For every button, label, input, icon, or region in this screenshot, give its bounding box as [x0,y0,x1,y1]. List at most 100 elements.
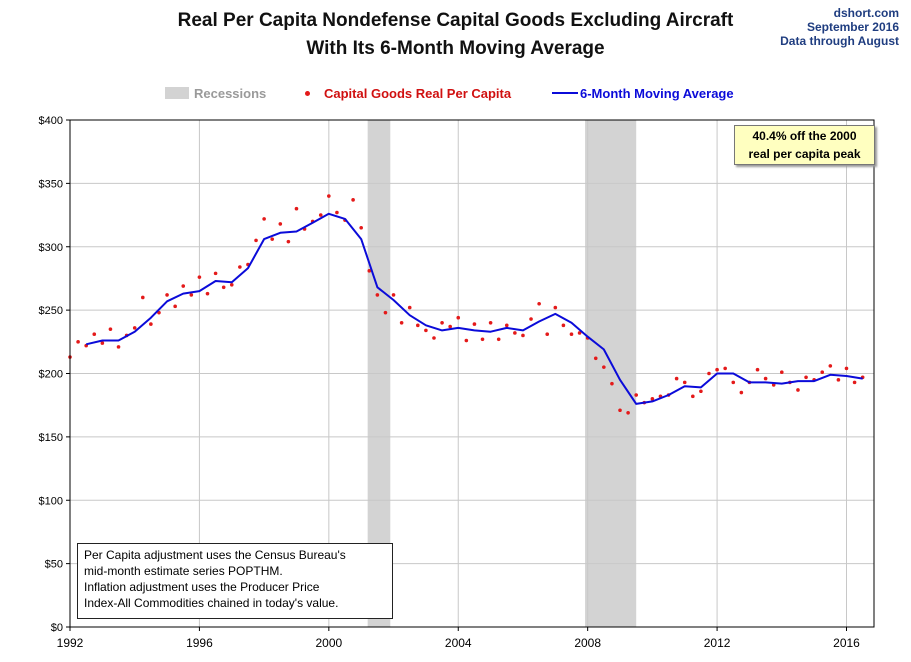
capital-goods-point [359,225,363,230]
capital-goods-point [480,337,485,342]
capital-goods-point [432,336,436,340]
y-tick-label: $100 [39,495,63,507]
moving-average-line [85,212,863,405]
capital-goods-point [674,376,679,381]
y-tick-label: $300 [39,242,63,254]
capital-goods-point [763,376,768,381]
capital-goods-point [618,408,622,413]
capital-goods-point [205,291,210,296]
note-line: Inflation adjustment uses the Producer P… [84,580,320,594]
source-date: September 2016 [806,20,899,34]
capital-goods-point [715,367,719,372]
capital-goods-point [779,370,784,375]
capital-goods-point [561,323,566,328]
source-site: dshort.com [833,6,899,20]
capital-goods-point [448,324,452,329]
y-tick-label: $400 [39,115,63,127]
capital-goods-point [229,282,234,287]
capital-goods-point [383,310,388,315]
capital-goods-point [407,305,412,310]
legend-capital-goods: Capital Goods Real Per Capita [305,84,511,102]
capital-goods-point [731,380,736,385]
legend-capital-goods-label: Capital Goods Real Per Capita [324,85,512,101]
capital-goods-point [650,397,655,401]
capital-goods-point [367,269,372,273]
capital-goods-point [852,380,857,385]
capital-goods-point [262,217,266,221]
capital-goods-point [545,332,550,337]
capital-goods-point [537,301,541,306]
legend-moving-average: 6-Month Moving Average [552,84,734,102]
source-data-through: Data through August [780,34,899,48]
capital-goods-point [149,322,153,326]
plot-border [69,119,875,628]
capital-goods-point [682,380,687,385]
methodology-note: Per Capita adjustment uses the Census Bu… [77,543,393,619]
capital-goods-point [270,237,275,241]
capital-goods-point [796,388,800,392]
capital-goods-point [424,328,428,333]
capital-goods-point [294,206,299,211]
capital-goods-point [92,332,97,337]
capital-goods-point [254,238,258,243]
capital-goods-point [828,364,833,368]
chart-title-line1: Real Per Capita Nondefense Capital Goods… [177,10,734,31]
capital-goods-point [327,194,331,198]
capital-goods-point [626,410,630,415]
capital-goods-point [488,321,493,325]
capital-goods-point [351,198,355,202]
capital-goods-point [844,366,849,371]
capital-goods-point [197,275,202,279]
capital-goods-point [189,293,194,297]
capital-goods-point [804,375,808,380]
point-swatch [305,90,310,96]
capital-goods-point [610,381,614,386]
callout-line2: real per capita peak [748,147,861,161]
capital-goods-point [221,285,226,290]
capital-goods-point [820,370,825,375]
y-tick-label: $150 [39,432,63,444]
capital-goods-point [318,213,323,217]
capital-goods-point [456,315,461,320]
capital-goods-point [173,304,177,309]
capital-goods-point [100,341,105,345]
capital-goods-point [553,305,558,310]
capital-goods-point [755,367,760,372]
y-tick-label: $0 [51,622,63,634]
capital-goods-point [213,271,218,276]
capital-goods-point [335,210,339,215]
recession-swatch [165,87,189,99]
legend-recessions: Recessions [165,84,266,102]
capital-goods-point [699,389,703,394]
capital-goods-point [634,393,638,397]
capital-goods-point [108,327,113,331]
capital-goods-point [76,340,80,344]
capital-goods-point [593,356,598,361]
capital-goods-point [181,284,186,288]
capital-goods-point [504,323,509,328]
capital-goods-point [375,293,380,297]
x-tick-label: 2004 [445,636,472,650]
capital-goods-point [577,331,582,335]
note-line: mid-month estimate series POPTHM. [84,564,283,578]
capital-goods-point [116,345,121,349]
capital-goods-point [440,321,444,325]
capital-goods-point [707,371,711,376]
peak-callout: 40.4% off the 2000 real per capita peak [734,125,875,165]
x-tick-label: 2000 [315,636,342,650]
callout-line1: 40.4% off the 2000 [752,129,857,143]
x-tick-label: 2008 [574,636,601,650]
capital-goods-point [238,265,242,269]
chart-title-line2: With Its 6-Month Moving Average [306,38,605,59]
capital-goods-point [529,317,533,321]
legend-moving-average-label: 6-Month Moving Average [580,85,734,101]
capital-goods-point [836,378,841,382]
y-tick-label: $200 [39,369,63,381]
capital-goods-point [739,390,744,395]
capital-goods-point [464,338,469,343]
capital-goods-point [391,293,396,297]
x-tick-label: 1992 [57,636,84,650]
capital-goods-point [569,332,574,337]
x-tick-label: 2012 [704,636,731,650]
